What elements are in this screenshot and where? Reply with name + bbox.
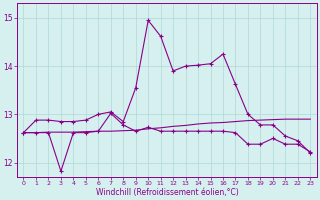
X-axis label: Windchill (Refroidissement éolien,°C): Windchill (Refroidissement éolien,°C) xyxy=(96,188,238,197)
